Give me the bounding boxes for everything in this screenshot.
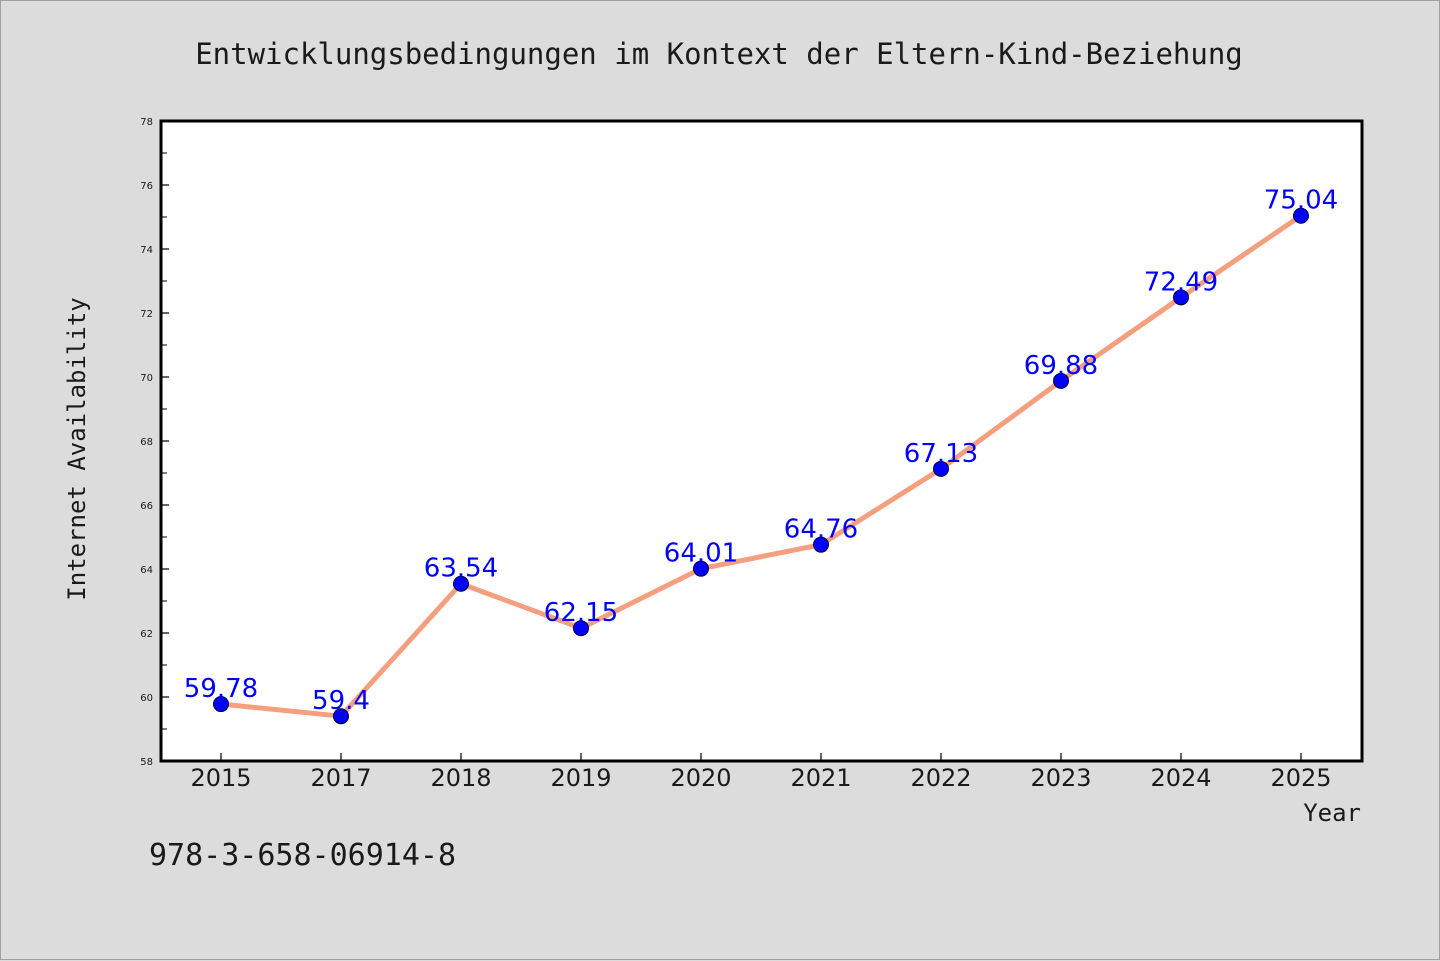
y-tick-label: 66 [140,501,153,512]
y-tick-label: 70 [140,373,153,384]
x-tick-label: 2023 [1030,764,1091,792]
x-tick-label: 2020 [670,764,731,792]
x-tick-label: 2019 [550,764,611,792]
data-point [213,696,229,713]
data-point [933,460,949,477]
y-tick-label: 68 [140,437,153,448]
data-label: 75.04 [1264,186,1338,216]
chart-title: Entwicklungsbedingungen im Kontext der E… [195,37,1243,71]
plot-area [161,121,1362,761]
data-point [1293,207,1309,224]
plot-border [159,119,1364,763]
x-tick-label: 2021 [790,764,851,792]
x-axis-ticks: 2015 2017 2018 2019 2020 2021 2022 2023 2024 2025 [190,753,1332,792]
data-point [453,575,469,592]
y-tick-label: 60 [140,693,153,704]
data-point [333,708,349,725]
data-point [573,620,589,637]
y-axis-label: Internet Availability [63,297,91,600]
data-point [1173,289,1189,306]
data-label: 59.78 [184,674,258,704]
x-tick-label: 2015 [190,764,251,792]
data-point [693,560,709,577]
data-markers [213,207,1309,725]
x-tick-label: 2018 [430,764,491,792]
y-tick-label: 78 [140,117,153,128]
data-label: 72.49 [1144,267,1218,297]
series-line [218,213,1304,719]
data-label: 63.54 [424,554,498,584]
data-label: 59.4 [312,686,370,716]
x-tick-label: 2025 [1270,764,1331,792]
y-tick-label: 62 [140,629,153,640]
y-tick-label: 64 [140,565,153,576]
x-tick-label: 2017 [310,764,371,792]
y-tick-label: 74 [140,245,153,256]
data-label: 64.76 [784,515,858,545]
isbn-text: 978-3-658-06914-8 [149,838,456,873]
y-tick-label: 72 [140,309,153,320]
data-label: 62.15 [544,598,618,628]
y-axis-ticks: 58 60 62 64 66 68 70 72 74 76 78 [140,117,169,768]
y-tick-label: 58 [140,757,153,768]
data-label: 69.88 [1024,351,1098,381]
x-tick-label: 2024 [1150,764,1211,792]
x-tick-label: 2022 [910,764,971,792]
data-point [813,536,829,553]
data-label: 64.01 [664,539,738,569]
x-axis-label: Year [1303,799,1361,827]
data-label: 67.13 [904,439,978,469]
data-labels: 59.78 59.4 63.54 62.15 64.01 64.76 67.13 69.88 7… [184,186,1338,716]
data-point [1053,372,1069,389]
y-tick-label: 76 [140,181,153,192]
